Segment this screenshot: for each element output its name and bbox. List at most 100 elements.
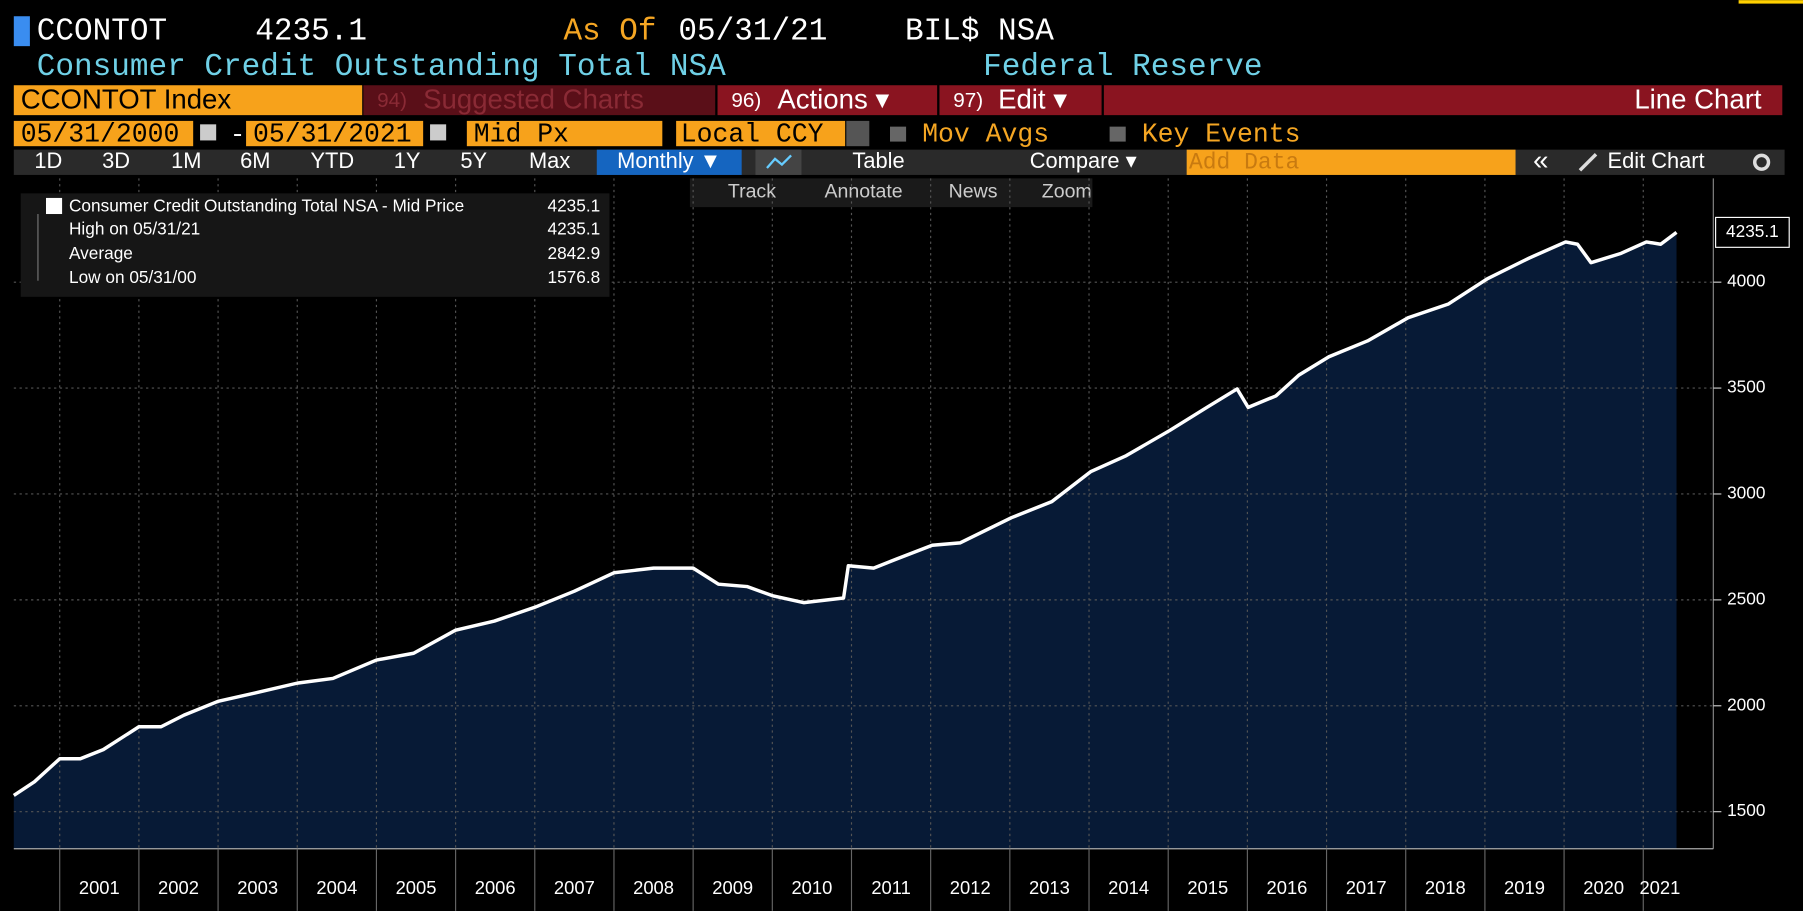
- actions[interactable]: Actions ▾: [777, 84, 889, 115]
- corner-marker: [1738, 0, 1803, 4]
- y-tick-label: 2500: [1727, 588, 1765, 608]
- field-box[interactable]: [466, 120, 663, 147]
- source: Federal Reserve: [983, 50, 1262, 85]
- last-value-label: 4235.1: [1726, 221, 1779, 241]
- period-button[interactable]: 6M: [240, 148, 270, 173]
- security-field[interactable]: CCONTOT Index: [21, 84, 232, 115]
- y-tick-label: 2000: [1727, 694, 1765, 714]
- legend-box: [20, 193, 610, 297]
- x-tick-label: 2021: [1639, 877, 1680, 898]
- x-tick-label: 2002: [158, 877, 199, 898]
- add-data[interactable]: Add Data: [1189, 149, 1300, 175]
- x-tick-label: 2001: [79, 877, 120, 898]
- pencil-icon: [1578, 153, 1598, 172]
- x-tick-label: 2013: [1029, 877, 1070, 898]
- period-button[interactable]: 1Y: [394, 148, 421, 173]
- chart-type: Line Chart: [1634, 84, 1762, 115]
- legend-series-value: 4235.1: [548, 196, 601, 216]
- legend-stat-label: High on 05/31/21: [69, 219, 200, 239]
- ticker-marker: [13, 16, 30, 47]
- legend-stat-label: Average: [69, 243, 133, 263]
- price-field[interactable]: Mid Px: [474, 120, 569, 150]
- suggested-button[interactable]: [363, 85, 716, 116]
- edit-number[interactable]: 97): [953, 89, 983, 112]
- x-tick-label: 2005: [396, 877, 437, 898]
- frequency-button[interactable]: [596, 149, 742, 175]
- units: BIL$ NSA: [905, 14, 1054, 49]
- period-button[interactable]: YTD: [310, 148, 354, 173]
- x-tick-label: 2009: [712, 877, 753, 898]
- y-tick-label: 3000: [1727, 483, 1765, 503]
- chart-tool[interactable]: Zoom: [1042, 180, 1092, 202]
- x-tick-label: 2003: [237, 877, 278, 898]
- chart-tool[interactable]: Annotate: [824, 180, 902, 202]
- currency-box[interactable]: [676, 120, 846, 147]
- period-button[interactable]: 1M: [171, 148, 201, 173]
- x-tick-label: 2016: [1267, 877, 1308, 898]
- period-button[interactable]: 1D: [34, 148, 62, 173]
- compare-button[interactable]: Compare ▾: [1030, 148, 1137, 173]
- x-tick-label: 2008: [633, 877, 674, 898]
- currency[interactable]: Local CCY: [681, 120, 824, 150]
- x-tick-label: 2012: [950, 877, 991, 898]
- x-tick-label: 2015: [1187, 877, 1228, 898]
- chart-style-icon[interactable]: [766, 154, 792, 169]
- legend-stat-value: 4235.1: [548, 219, 601, 239]
- suggested-charts[interactable]: Suggested Charts: [423, 84, 644, 115]
- y-tick-label: 3500: [1727, 377, 1765, 397]
- key-events[interactable]: Key Events: [1142, 120, 1301, 150]
- suggested-number[interactable]: 94): [377, 89, 407, 112]
- settings-icon[interactable]: [1752, 153, 1771, 171]
- area-fill: [13, 232, 1677, 849]
- edit-chart[interactable]: Edit Chart: [1608, 148, 1705, 173]
- x-tick-label: 2014: [1108, 877, 1149, 898]
- frequency[interactable]: Monthly ▼: [617, 148, 721, 173]
- start-date-box[interactable]: [13, 120, 194, 147]
- security-name: Consumer Credit Outstanding Total NSA: [37, 50, 726, 85]
- mov-avgs[interactable]: Mov Avgs: [922, 120, 1049, 150]
- legend-stat-label: Low on 05/31/00: [69, 267, 196, 287]
- x-tick-label: 2018: [1425, 877, 1466, 898]
- add-data-box[interactable]: [1186, 149, 1516, 175]
- end-date-box[interactable]: [246, 120, 424, 147]
- chart-tools-bar: [689, 178, 1093, 208]
- chart-type-bar: [1103, 85, 1783, 116]
- legend-series-name: Consumer Credit Outstanding Total NSA - …: [69, 196, 464, 216]
- collapse-button[interactable]: «: [1533, 145, 1548, 176]
- currency-dropdown[interactable]: [846, 120, 870, 147]
- actions-number[interactable]: 96): [731, 89, 761, 112]
- key-events-check[interactable]: [1109, 126, 1126, 142]
- date-separator: -: [230, 120, 245, 149]
- y-tick-label: 1500: [1727, 800, 1765, 820]
- edit-button[interactable]: [939, 85, 1102, 116]
- x-tick-label: 2011: [871, 877, 911, 898]
- x-tick-label: 2019: [1504, 877, 1545, 898]
- chart-tool[interactable]: Track: [728, 180, 776, 202]
- legend-stat-value: 1576.8: [548, 267, 601, 287]
- x-tick-label: 2007: [554, 877, 595, 898]
- actions-button[interactable]: [717, 85, 938, 116]
- start-calendar[interactable]: [200, 124, 217, 141]
- legend-swatch: [45, 197, 63, 215]
- ticker: CCONTOT: [37, 14, 167, 49]
- x-tick-label: 2006: [475, 877, 516, 898]
- edit[interactable]: Edit ▾: [998, 84, 1067, 115]
- mov-avgs-check[interactable]: [890, 126, 907, 142]
- chart-tool[interactable]: News: [949, 180, 998, 202]
- period-button[interactable]: 5Y: [460, 148, 487, 173]
- period-button[interactable]: 3D: [102, 148, 130, 173]
- period-button[interactable]: Max: [529, 148, 570, 173]
- last-value-box: [1715, 216, 1790, 248]
- as-of-date: 05/31/21: [678, 14, 827, 49]
- series-line: [12, 230, 1678, 797]
- as-of-label: As Of: [563, 14, 656, 49]
- x-tick-label: 2010: [791, 877, 832, 898]
- table-button[interactable]: Table: [852, 148, 904, 173]
- end-date[interactable]: 05/31/2021: [253, 120, 412, 150]
- start-date[interactable]: 05/31/2000: [21, 120, 180, 150]
- x-tick-label: 2004: [316, 877, 357, 898]
- end-calendar[interactable]: [430, 124, 447, 141]
- security-box[interactable]: [13, 85, 363, 116]
